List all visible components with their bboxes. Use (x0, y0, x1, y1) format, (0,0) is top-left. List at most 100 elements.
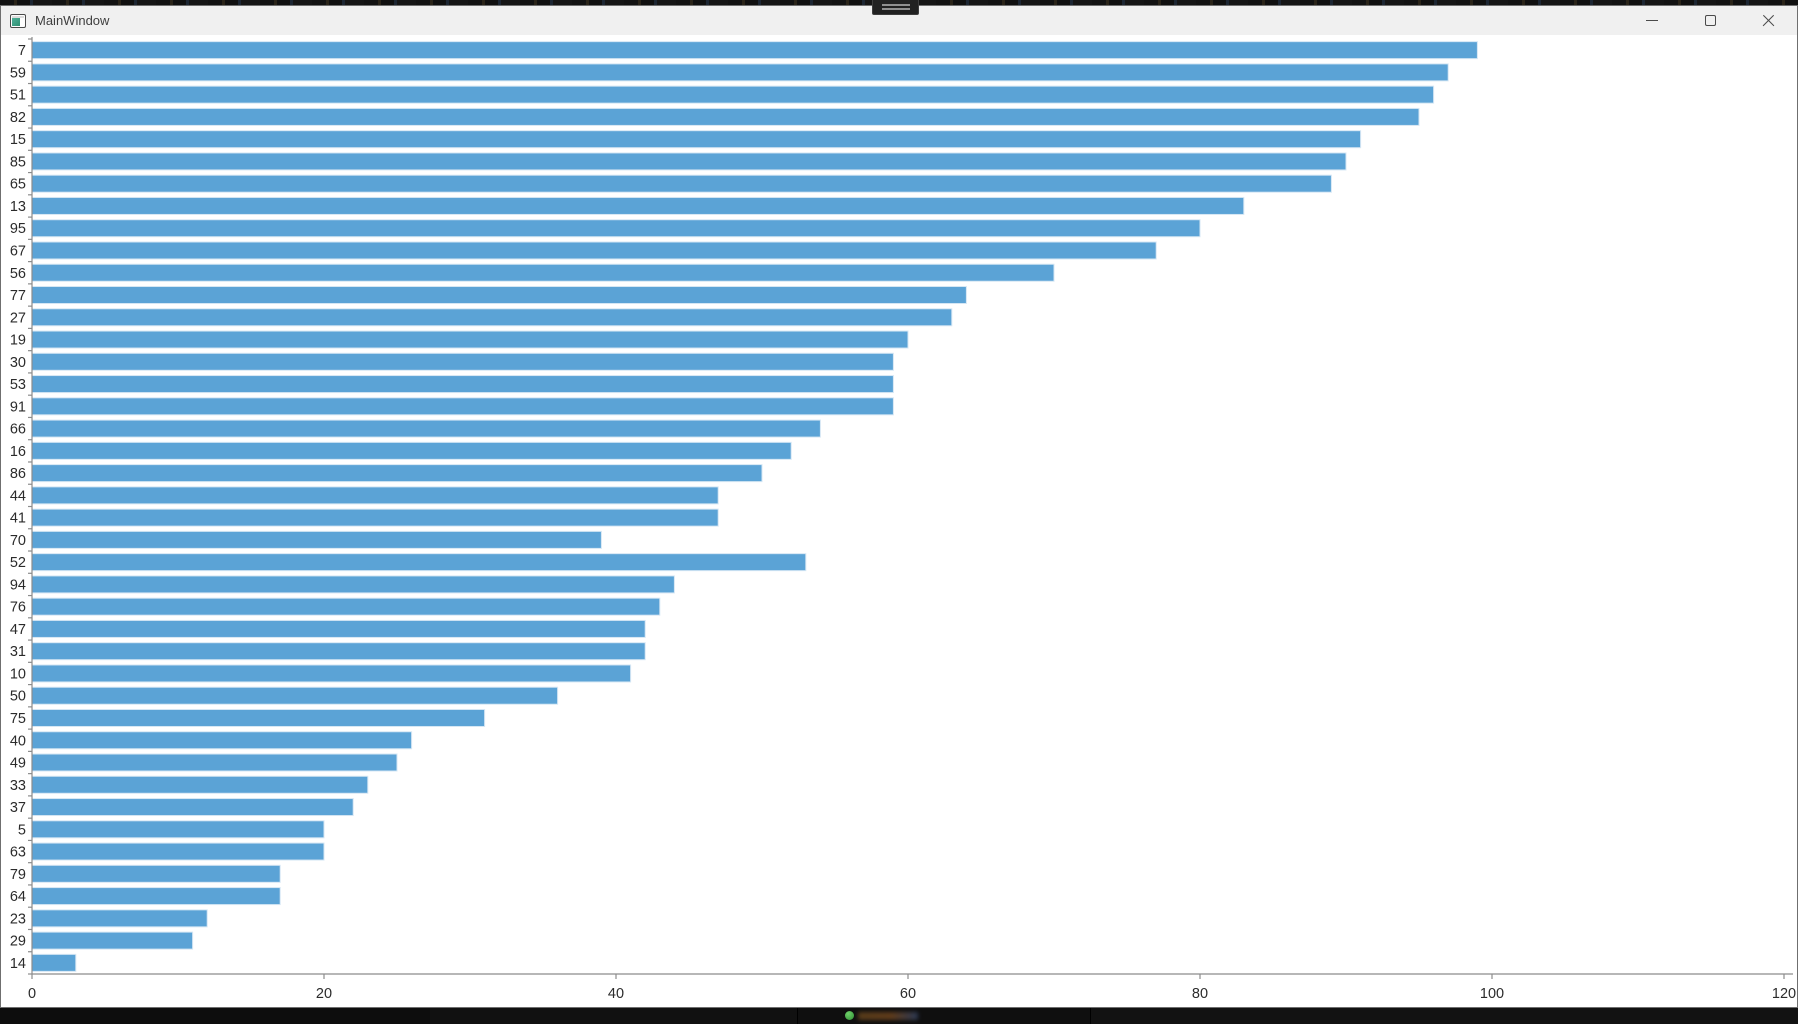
window-icon-titlebar (12, 15, 24, 18)
y-tick-label: 66 (10, 422, 26, 438)
y-tick-label: 44 (10, 488, 26, 504)
x-tick-label: 80 (1192, 986, 1208, 1002)
y-tick-label: 47 (10, 622, 26, 638)
maximize-icon (1704, 15, 1716, 26)
y-tick-label: 33 (10, 778, 26, 794)
bar (31, 174, 1332, 193)
bar (31, 375, 894, 394)
x-tick-label: 20 (316, 986, 332, 1002)
bar (31, 196, 1245, 215)
bar (31, 575, 675, 594)
bar (31, 619, 646, 638)
y-tick-label: 59 (10, 65, 26, 81)
bar (31, 219, 1201, 238)
y-tick-label: 76 (10, 600, 26, 616)
y-tick-label: 37 (10, 800, 26, 816)
y-tick-label: 29 (10, 934, 26, 950)
y-tick-label: 67 (10, 243, 26, 259)
bar (31, 887, 281, 906)
y-tick-label: 86 (10, 466, 26, 482)
y-tick-label: 19 (10, 333, 26, 349)
y-tick-label: 95 (10, 221, 26, 237)
y-tick-label: 14 (10, 956, 26, 972)
bar-chart: 7 59 51 82 15 85 65 13 95 67 56 77 27 19 30 53 91 66 16 86 4… (10, 37, 1796, 1002)
y-tick-label: 13 (10, 199, 26, 215)
y-tick-label: 85 (10, 154, 26, 170)
bar (31, 731, 413, 750)
bar (31, 753, 398, 772)
y-tick-label: 15 (10, 132, 26, 148)
bar (31, 241, 1157, 260)
bar (31, 286, 967, 305)
y-tick-label: 82 (10, 110, 26, 126)
bar (31, 820, 325, 839)
bar (31, 441, 792, 460)
y-tick-label: 40 (10, 733, 26, 749)
bar (31, 953, 77, 972)
background-taskbar-strip (0, 1008, 1798, 1024)
bar (31, 330, 909, 349)
y-tick-label: 27 (10, 310, 26, 326)
x-tick-label: 100 (1480, 986, 1504, 1002)
bar (31, 864, 281, 883)
bar (31, 308, 953, 327)
bar (31, 530, 602, 549)
y-tick-label: 64 (10, 889, 26, 905)
y-tick-label: 56 (10, 266, 26, 282)
y-tick-label: 41 (10, 511, 26, 527)
chart-canvas: 7 59 51 82 15 85 65 13 95 67 56 77 27 19 30 53 91 66 16 86 4… (1, 35, 1797, 1007)
minimize-icon (1646, 19, 1658, 22)
handle-line-icon (881, 8, 910, 10)
bar (31, 597, 661, 616)
y-tick-label: 77 (10, 288, 26, 304)
close-button[interactable] (1739, 6, 1797, 35)
window-controls (1623, 6, 1797, 35)
y-tick-label: 23 (10, 911, 26, 927)
bar (31, 352, 894, 371)
blurred-background-text (858, 1012, 918, 1020)
window-title: MainWindow (35, 13, 110, 28)
window-icon-pane (12, 17, 20, 26)
y-tick-label: 70 (10, 533, 26, 549)
y-tick-label: 10 (10, 666, 26, 682)
bar (31, 909, 208, 928)
bar (31, 798, 354, 817)
main-window: MainWindow 7 59 51 82 15 85 65 13 95 67 56 77 27 19 30… (0, 5, 1798, 1008)
bar (31, 152, 1347, 171)
bar (31, 664, 632, 683)
maximize-button[interactable] (1681, 6, 1739, 35)
close-icon (1762, 14, 1775, 27)
bar (31, 842, 325, 861)
y-tick-label: 49 (10, 756, 26, 772)
x-tick-label: 0 (28, 986, 36, 1002)
x-tick-label: 60 (900, 986, 916, 1002)
bar (31, 85, 1435, 104)
window-icon (10, 13, 26, 28)
y-tick-label: 51 (10, 88, 26, 104)
y-tick-label: 65 (10, 177, 26, 193)
bar (31, 419, 821, 438)
collapsed-toolbar-handle[interactable] (872, 0, 919, 15)
x-tick-label: 40 (608, 986, 624, 1002)
bar (31, 686, 559, 705)
bar (31, 775, 369, 794)
y-tick-label: 52 (10, 555, 26, 571)
y-tick-label: 50 (10, 689, 26, 705)
bar (31, 107, 1420, 126)
bar (31, 263, 1055, 282)
y-tick-label: 7 (18, 43, 26, 59)
bar (31, 397, 894, 416)
bar (31, 486, 719, 505)
bar (31, 130, 1362, 149)
y-tick-label: 16 (10, 444, 26, 460)
y-tick-label: 53 (10, 377, 26, 393)
taskbar-seam (797, 1008, 798, 1024)
y-tick-label: 30 (10, 355, 26, 371)
minimize-button[interactable] (1623, 6, 1681, 35)
bar (31, 642, 646, 661)
taskbar-seam (1090, 1008, 1091, 1024)
x-tick-label: 120 (1772, 986, 1796, 1002)
y-tick-label: 63 (10, 845, 26, 861)
y-tick-label: 91 (10, 399, 26, 415)
